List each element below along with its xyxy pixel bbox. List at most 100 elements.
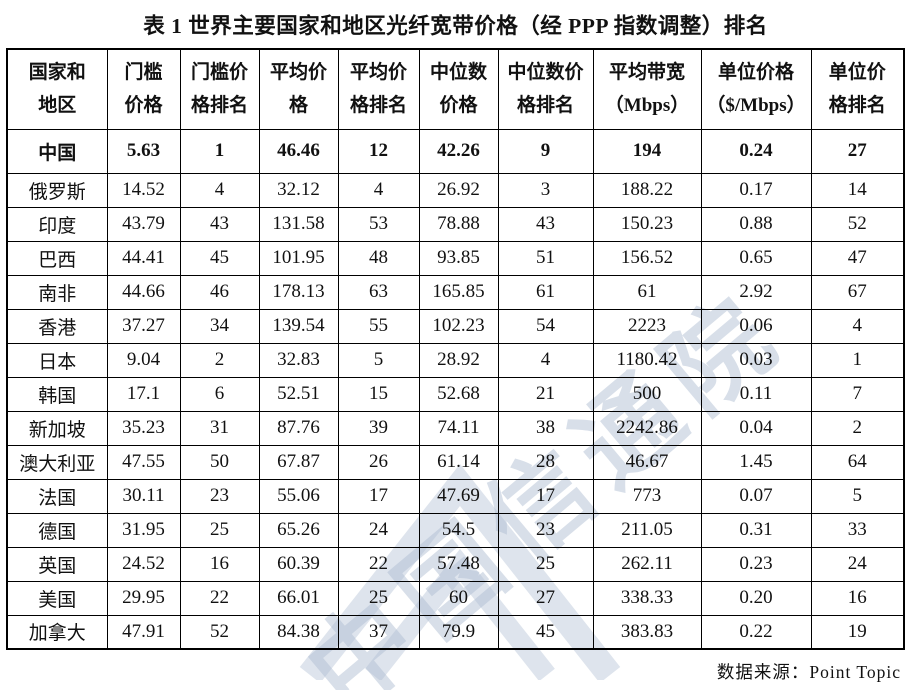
value-cell: 150.23 <box>592 206 702 242</box>
value-cell: 16 <box>179 546 260 582</box>
region-cell: 南非 <box>6 274 108 310</box>
value-cell: 30.11 <box>106 478 181 514</box>
value-cell: 51 <box>497 240 594 276</box>
table-row-德国: 德国 31.95 25 65.26 24 54.5 23 211.05 0.31 33 <box>6 512 905 548</box>
value-cell: 55 <box>337 308 420 344</box>
value-cell: 52 <box>179 614 260 650</box>
value-cell: 39 <box>337 410 420 446</box>
value-cell: 23 <box>497 512 594 548</box>
value-cell: 29.95 <box>106 580 181 616</box>
value-cell: 139.54 <box>258 308 339 344</box>
value-cell: 46.67 <box>592 444 702 480</box>
table-row-中国: 中国 5.63 1 46.46 12 42.26 9 194 0.24 27 <box>6 128 905 174</box>
table-row-南非: 南非 44.66 46 178.13 63 165.85 61 61 2.92 67 <box>6 274 905 310</box>
column-header-1: 门槛 价格 <box>106 48 181 130</box>
value-cell: 52.51 <box>258 376 339 412</box>
value-cell: 47.55 <box>106 444 181 480</box>
value-cell: 22 <box>179 580 260 616</box>
data-source-note: 数据来源：Point Topic <box>716 662 901 682</box>
value-cell: 52 <box>810 206 905 242</box>
value-cell: 48 <box>337 240 420 276</box>
value-cell: 262.11 <box>592 546 702 582</box>
value-cell: 26 <box>337 444 420 480</box>
value-cell: 43 <box>179 206 260 242</box>
value-cell: 67 <box>810 274 905 310</box>
value-cell: 5 <box>810 478 905 514</box>
value-cell: 0.11 <box>700 376 812 412</box>
value-cell: 7 <box>810 376 905 412</box>
value-cell: 93.85 <box>418 240 499 276</box>
value-cell: 47.91 <box>106 614 181 650</box>
column-header-6: 中位数价 格排名 <box>497 48 594 130</box>
column-header-5: 中位数 价格 <box>418 48 499 130</box>
region-cell: 日本 <box>6 342 108 378</box>
value-cell: 28 <box>497 444 594 480</box>
value-cell: 24.52 <box>106 546 181 582</box>
region-cell: 印度 <box>6 206 108 242</box>
table-row-印度: 印度 43.79 43 131.58 53 78.88 43 150.23 0.88 52 <box>6 206 905 242</box>
column-header-8: 单位价格 （$/Mbps） <box>700 48 812 130</box>
value-cell: 21 <box>497 376 594 412</box>
value-cell: 165.85 <box>418 274 499 310</box>
region-cell: 法国 <box>6 478 108 514</box>
value-cell: 33 <box>810 512 905 548</box>
value-cell: 61.14 <box>418 444 499 480</box>
value-cell: 4 <box>497 342 594 378</box>
table-row-新加坡: 新加坡 35.23 31 87.76 39 74.11 38 2242.86 0.04 2 <box>6 410 905 446</box>
value-cell: 84.38 <box>258 614 339 650</box>
value-cell: 211.05 <box>592 512 702 548</box>
value-cell: 57.48 <box>418 546 499 582</box>
value-cell: 0.31 <box>700 512 812 548</box>
value-cell: 37.27 <box>106 308 181 344</box>
value-cell: 338.33 <box>592 580 702 616</box>
region-cell: 美国 <box>6 580 108 616</box>
table-header: 国家和 地区 门槛 价格 门槛价 格排名 平均价格平均价 格排名 中位数 价格 中位数价 格排名 平均带… <box>6 48 905 130</box>
value-cell: 38 <box>497 410 594 446</box>
value-cell: 4 <box>337 172 420 208</box>
value-cell: 67.87 <box>258 444 339 480</box>
value-cell: 34 <box>179 308 260 344</box>
value-cell: 0.04 <box>700 410 812 446</box>
value-cell: 19 <box>810 614 905 650</box>
column-header-4: 平均价 格排名 <box>337 48 420 130</box>
value-cell: 156.52 <box>592 240 702 276</box>
value-cell: 773 <box>592 478 702 514</box>
value-cell: 1180.42 <box>592 342 702 378</box>
value-cell: 74.11 <box>418 410 499 446</box>
table-row-香港: 香港 37.27 34 139.54 55 102.23 54 2223 0.06 4 <box>6 308 905 344</box>
value-cell: 4 <box>179 172 260 208</box>
value-cell: 31.95 <box>106 512 181 548</box>
table-body: 中国 5.63 1 46.46 12 42.26 9 194 0.24 27 俄罗斯 14.52 4 32… <box>6 128 905 650</box>
value-cell: 12 <box>337 128 420 174</box>
value-cell: 87.76 <box>258 410 339 446</box>
value-cell: 2.92 <box>700 274 812 310</box>
header-row: 国家和 地区 门槛 价格 门槛价 格排名 平均价格平均价 格排名 中位数 价格 中位数价 格排名 平均带… <box>6 48 905 130</box>
value-cell: 37 <box>337 614 420 650</box>
region-cell: 巴西 <box>6 240 108 276</box>
region-cell: 德国 <box>6 512 108 548</box>
value-cell: 24 <box>337 512 420 548</box>
region-cell: 澳大利亚 <box>6 444 108 480</box>
value-cell: 0.06 <box>700 308 812 344</box>
value-cell: 17 <box>337 478 420 514</box>
value-cell: 79.9 <box>418 614 499 650</box>
value-cell: 9 <box>497 128 594 174</box>
value-cell: 500 <box>592 376 702 412</box>
value-cell: 102.23 <box>418 308 499 344</box>
broadband-price-table: 国家和 地区 门槛 价格 门槛价 格排名 平均价格平均价 格排名 中位数 价格 中位数价 格排名 平均带… <box>6 48 905 650</box>
value-cell: 0.88 <box>700 206 812 242</box>
value-cell: 66.01 <box>258 580 339 616</box>
value-cell: 2223 <box>592 308 702 344</box>
table-row-加拿大: 加拿大 47.91 52 84.38 37 79.9 45 383.83 0.22 19 <box>6 614 905 650</box>
value-cell: 101.95 <box>258 240 339 276</box>
value-cell: 42.26 <box>418 128 499 174</box>
region-cell: 新加坡 <box>6 410 108 446</box>
region-cell: 韩国 <box>6 376 108 412</box>
value-cell: 43 <box>497 206 594 242</box>
table-row-巴西: 巴西 44.41 45 101.95 48 93.85 51 156.52 0.65 47 <box>6 240 905 276</box>
value-cell: 27 <box>810 128 905 174</box>
value-cell: 47 <box>810 240 905 276</box>
value-cell: 178.13 <box>258 274 339 310</box>
value-cell: 2 <box>810 410 905 446</box>
value-cell: 131.58 <box>258 206 339 242</box>
